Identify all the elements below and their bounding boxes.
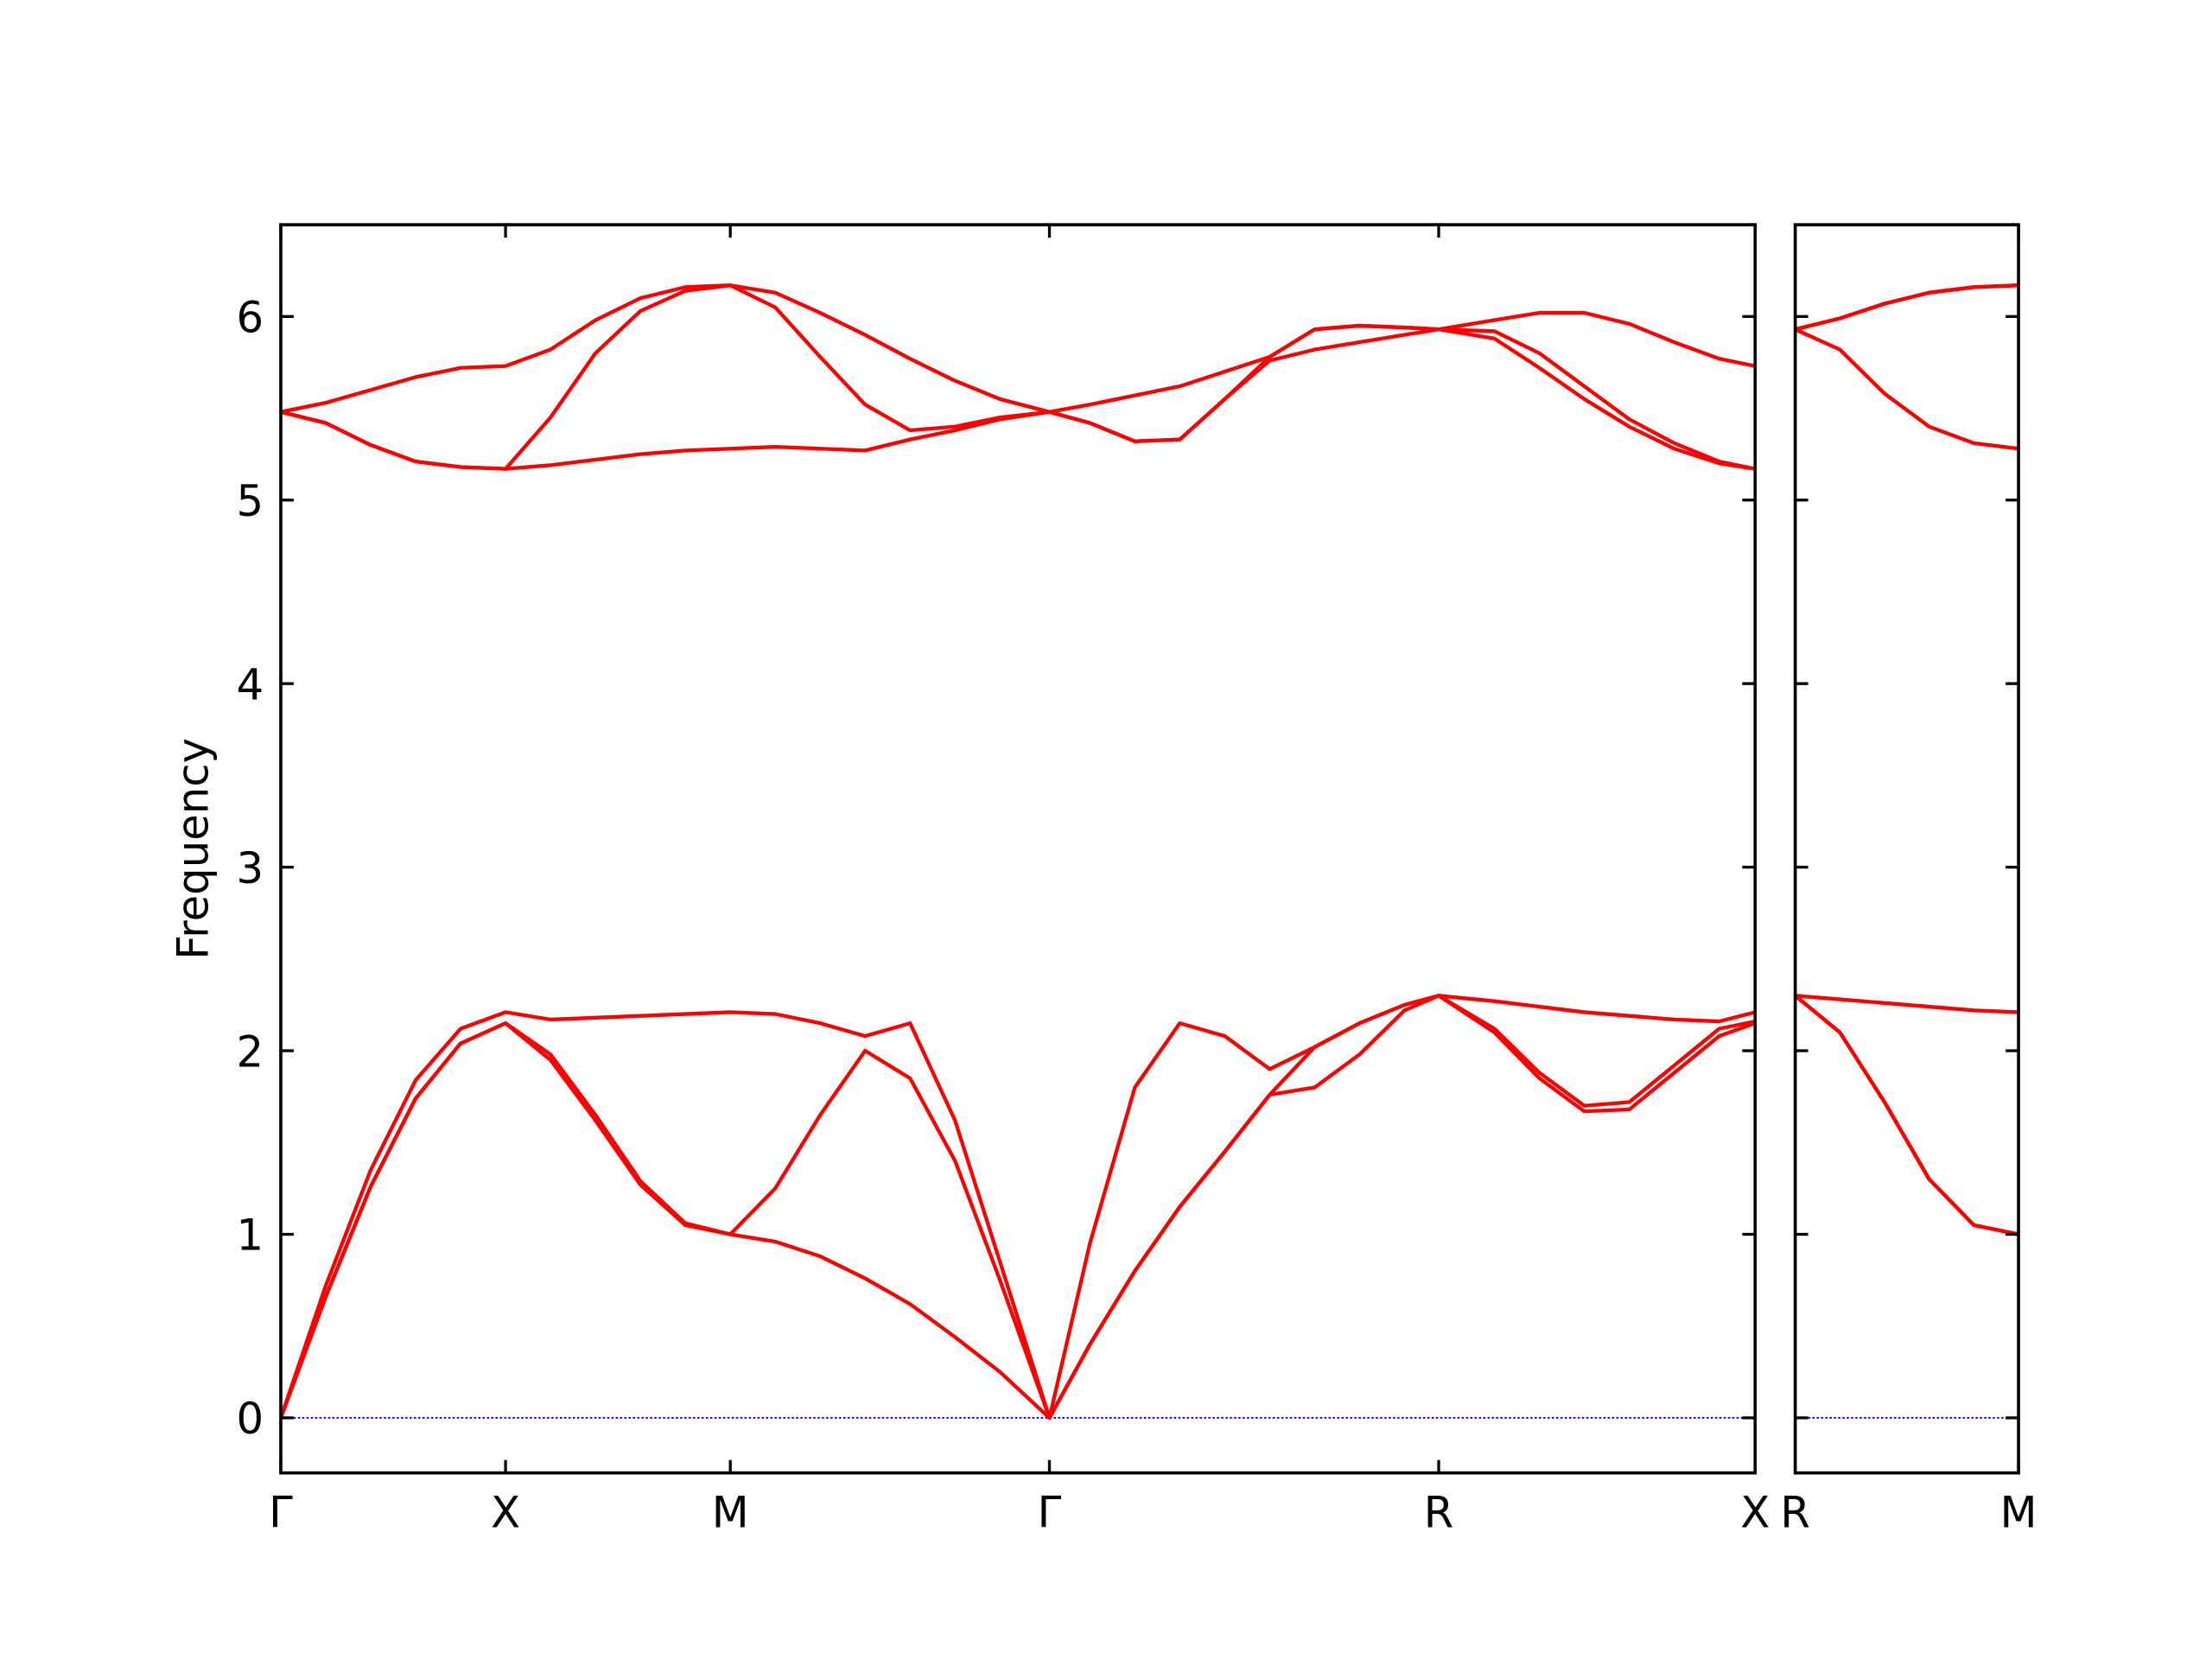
x-tick-label: X — [491, 1488, 520, 1538]
band-line — [280, 283, 1756, 471]
y-tick-label: 4 — [236, 659, 264, 709]
y-tick-label: 3 — [236, 843, 264, 893]
axes-frame — [279, 223, 1758, 1475]
band-line — [1795, 327, 2019, 451]
plot-area — [280, 283, 1756, 1421]
band-line — [1795, 994, 2019, 1236]
axes-frame — [1793, 223, 2020, 1475]
x-tick-label: R — [1424, 1488, 1454, 1538]
x-tick-label: Γ — [1038, 1488, 1062, 1538]
y-tick-label: 1 — [236, 1211, 264, 1261]
y-axis-label: Frequency — [168, 738, 218, 960]
y-tick-label: 0 — [236, 1394, 264, 1444]
band-line — [1795, 283, 2019, 332]
plot-area — [1795, 283, 2019, 1236]
band-line — [1795, 994, 2019, 1014]
y-tick-label: 6 — [236, 293, 264, 343]
x-tick-label: X — [1740, 1488, 1770, 1538]
y-tick-label: 5 — [236, 476, 264, 526]
band-line — [280, 994, 1756, 1421]
band-line — [280, 283, 1756, 414]
x-tick-label: Γ — [269, 1488, 293, 1538]
x-tick-label: R — [1780, 1488, 1810, 1538]
band-line — [280, 994, 1756, 1421]
x-tick-label: M — [2000, 1488, 2037, 1538]
y-tick-label: 2 — [236, 1027, 264, 1077]
band-line — [280, 994, 1756, 1421]
x-tick-label: M — [712, 1488, 749, 1538]
